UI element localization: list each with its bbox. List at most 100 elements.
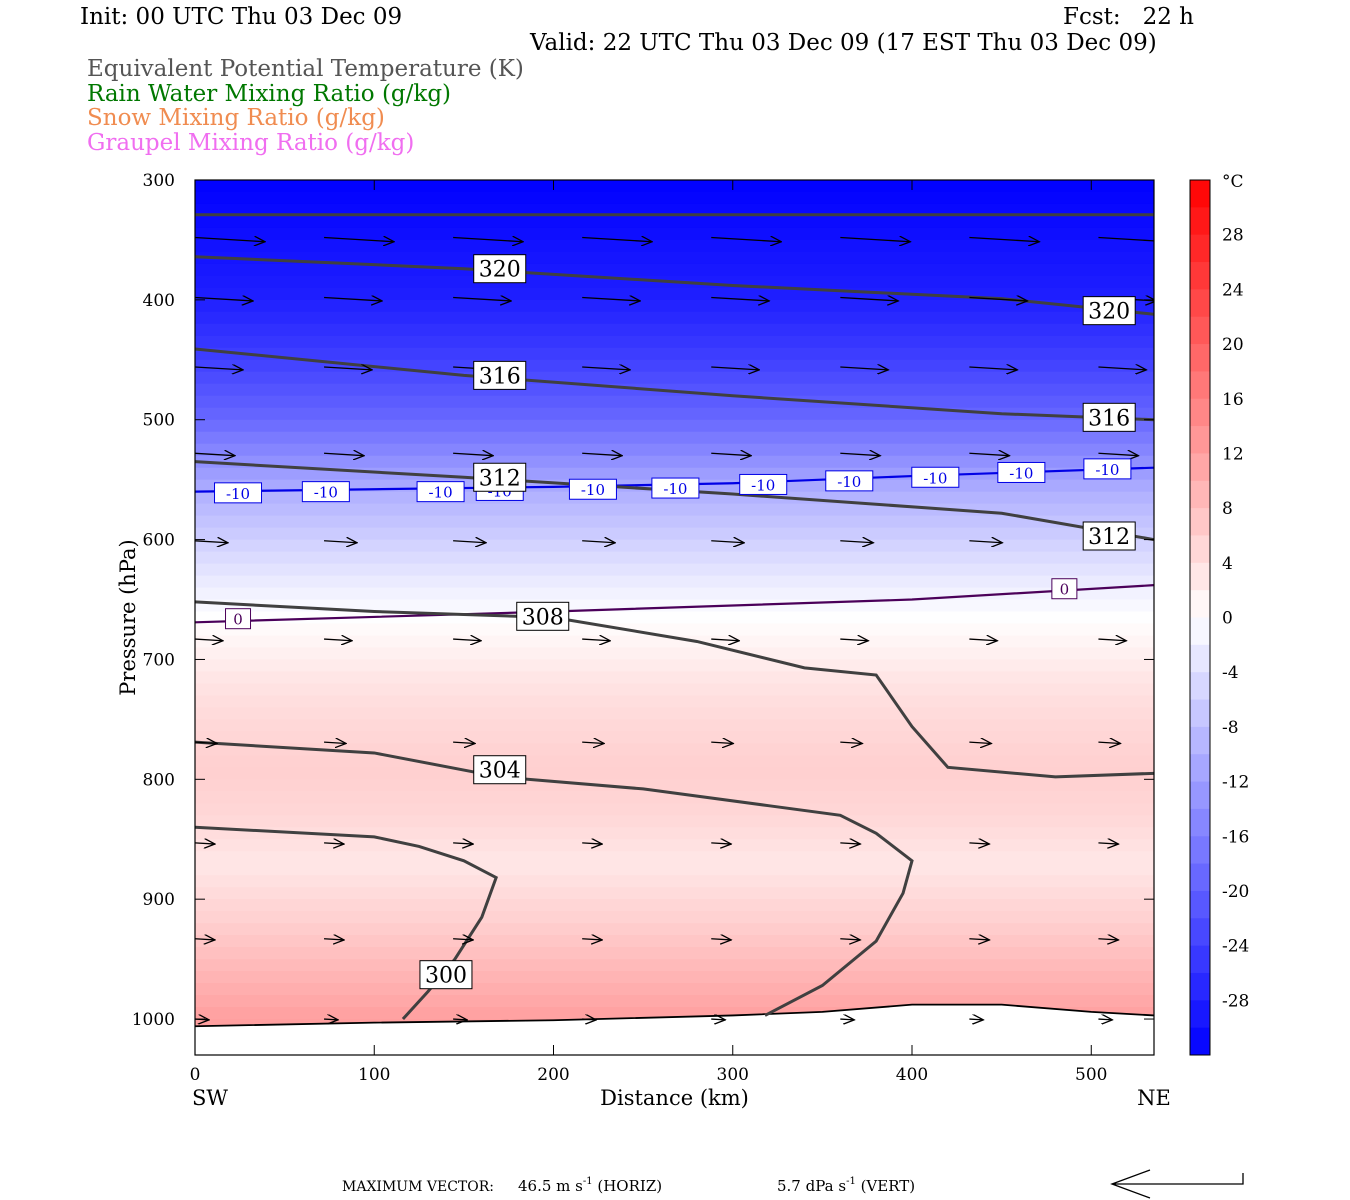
wind-vector <box>195 742 217 743</box>
temperature-band <box>195 815 1154 828</box>
vert-exponent: -1 <box>846 1176 856 1187</box>
reference-vector-arrow <box>1110 1169 1244 1199</box>
x-axis-title: Distance (km) <box>600 1086 749 1110</box>
temperature-band <box>195 971 1154 984</box>
theta-e-contour <box>195 255 1154 316</box>
wind-vector <box>453 238 523 242</box>
colorbar-segment <box>1190 754 1210 783</box>
colorbar-segment <box>1190 1000 1210 1029</box>
wind-vector <box>195 639 223 641</box>
y-tick-label: 1000 <box>132 1010 175 1030</box>
wind-vector <box>453 453 493 455</box>
x-tick-label: 500 <box>1075 1065 1107 1085</box>
colorbar-segment <box>1190 918 1210 947</box>
temperature-band <box>195 359 1154 373</box>
field-label-theta-e: Equivalent Potential Temperature (K) <box>87 56 524 82</box>
wind-vector <box>324 297 382 300</box>
field-label-rain: Rain Water Mixing Ratio (g/kg) <box>87 81 452 107</box>
colorbar-unit: °C <box>1222 172 1244 192</box>
y-axis-title: Pressure (hPa) <box>116 539 140 695</box>
wind-vector <box>582 238 652 242</box>
temperature-band <box>195 287 1154 301</box>
colorbar-segment <box>1190 699 1210 728</box>
colorbar-segment <box>1190 590 1210 618</box>
theta-e-label: 312 <box>479 466 521 491</box>
wind-vector <box>1098 367 1146 370</box>
wind-vector <box>711 843 731 844</box>
wind-vector <box>711 541 744 543</box>
right-end-label: NE <box>1137 1086 1171 1110</box>
wind-vector <box>711 297 769 300</box>
temperature-band <box>195 779 1154 792</box>
wind-vector <box>711 453 751 455</box>
wind-vector <box>195 367 243 370</box>
colorbar-tick-label: 8 <box>1222 499 1233 519</box>
colorbar-segment <box>1190 781 1210 810</box>
wind-vector <box>453 541 486 543</box>
colorbar-segment <box>1190 453 1210 482</box>
wind-vector <box>453 297 511 300</box>
temperature-band <box>195 959 1154 972</box>
colorbar-tick-label: 16 <box>1222 390 1244 410</box>
temperature-band <box>195 335 1154 349</box>
isotherm-label: -10 <box>314 484 338 502</box>
field-label-graupel: Graupel Mixing Ratio (g/kg) <box>87 130 415 156</box>
theta-e-label: 300 <box>425 964 467 989</box>
colorbar-segment <box>1190 180 1210 208</box>
temperature-band <box>195 239 1154 253</box>
temperature-band <box>195 827 1154 840</box>
wind-vector <box>969 1019 983 1020</box>
temperature-band <box>195 563 1154 577</box>
colorbar-segment <box>1190 726 1210 755</box>
temperature-band <box>195 731 1154 744</box>
x-tick-label: 100 <box>358 1065 390 1085</box>
colorbar-segment <box>1190 972 1210 1001</box>
isotherm-label-box <box>739 473 788 495</box>
wind-vector <box>195 453 235 455</box>
temperature-band <box>195 371 1154 385</box>
y-tick-label: 500 <box>143 411 175 431</box>
max-vector-prefix: MAXIMUM VECTOR: <box>342 1179 494 1195</box>
colorbar-segment <box>1190 808 1210 837</box>
horiz-unit: (HORIZ) <box>593 1177 663 1195</box>
wind-vector <box>711 238 781 242</box>
wind-vector <box>1098 453 1138 455</box>
theta-e-label: 316 <box>1088 406 1130 431</box>
wind-vector <box>969 367 1017 370</box>
colorbar-frame <box>1189 179 1211 1056</box>
theta-e-contour <box>195 460 1154 542</box>
theta-e-label-box <box>1082 296 1136 326</box>
wind-vector <box>324 843 344 844</box>
wind-vector <box>711 742 733 743</box>
colorbar-tick-label: 12 <box>1222 444 1244 464</box>
theta-e-label: 308 <box>522 605 564 630</box>
max-vector-legend: MAXIMUM VECTOR: 46.5 m s-1 (HORIZ) 5.7 dPa… <box>342 1169 1244 1199</box>
y-tick-label: 400 <box>143 291 175 311</box>
wind-vector <box>453 939 473 940</box>
temperature-band <box>195 803 1154 816</box>
colorbar-segment <box>1190 644 1210 673</box>
wind-vector <box>324 742 346 743</box>
init-time: Init: 00 UTC Thu 03 Dec 09 <box>80 4 403 30</box>
isotherm-label-box <box>225 608 252 630</box>
isotherm-label: -10 <box>837 473 861 491</box>
wind-vector <box>840 367 888 370</box>
isotherm-label: -10 <box>1095 461 1119 479</box>
colorbar-segment <box>1190 863 1210 892</box>
isotherm-label-box <box>1083 458 1132 480</box>
temperature-band <box>195 323 1154 337</box>
wind-vector <box>711 1019 725 1020</box>
theta-e-label: 312 <box>1088 525 1130 550</box>
wind-vector <box>969 541 1002 543</box>
temperature-band <box>195 659 1154 673</box>
temperature-band <box>195 755 1154 768</box>
isotherm-label-box <box>825 470 874 492</box>
colorbar-tick-label: 20 <box>1222 335 1244 355</box>
theta-e-label: 304 <box>479 759 521 784</box>
colorbar-segment <box>1190 344 1210 372</box>
colorbar-segment <box>1190 617 1210 646</box>
colorbar-tick-label: 28 <box>1222 226 1244 246</box>
temperature-band <box>195 707 1154 720</box>
temperature-band <box>195 443 1154 457</box>
colorbar-tick-label: 24 <box>1222 280 1244 300</box>
